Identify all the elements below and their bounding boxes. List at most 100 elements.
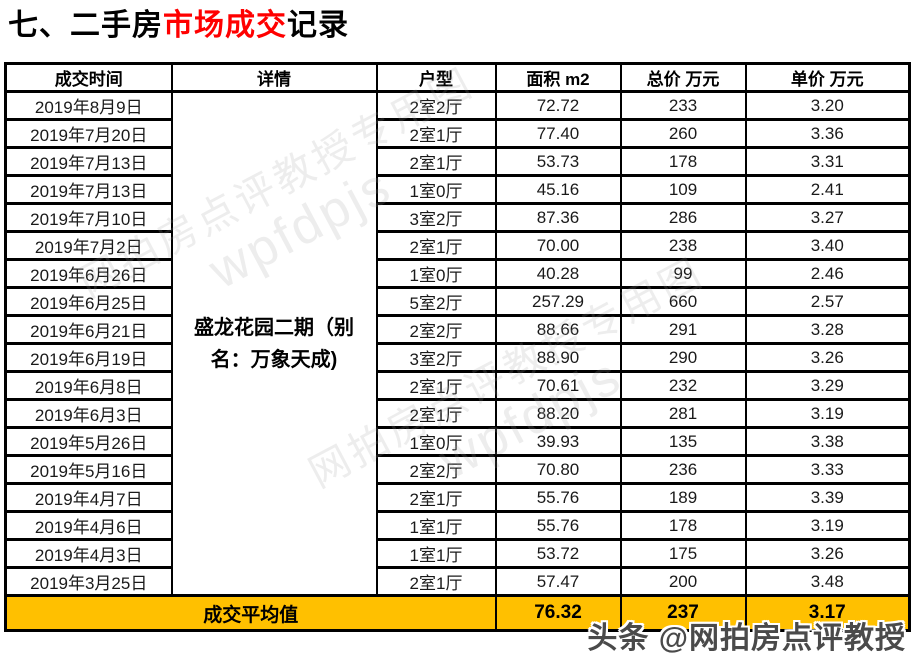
table-footer: 成交平均值 76.32 237 3.17 <box>4 594 911 632</box>
total-price-cell: 290 <box>619 342 747 373</box>
type-cell: 3室2厅 <box>375 342 497 373</box>
column-header: 单价 万元 <box>744 62 911 93</box>
type-cell: 2室1厅 <box>375 398 497 429</box>
area-cell: 55.76 <box>494 510 622 541</box>
table-row: 2019年6月26日 1室0厅 40.28 99 2.46 <box>4 258 911 289</box>
transactions-table: 成交时间 详情 户型 面积 m2 总价 万元 单价 万元 2019年8月9日 盛龙花园二期（… <box>4 62 911 632</box>
type-cell: 2室1厅 <box>375 118 497 149</box>
total-price-cell: 135 <box>619 426 747 457</box>
type-cell: 1室0厅 <box>375 426 497 457</box>
area-cell: 72.72 <box>494 90 622 121</box>
table-row: 2019年5月16日 2室2厅 70.80 236 3.33 <box>4 454 911 485</box>
column-header: 户型 <box>375 62 497 93</box>
area-cell: 88.20 <box>494 398 622 429</box>
date-cell: 2019年4月7日 <box>4 482 173 513</box>
date-cell: 2019年6月26日 <box>4 258 173 289</box>
date-cell: 2019年8月9日 <box>4 90 173 121</box>
area-cell: 70.61 <box>494 370 622 401</box>
table-row: 2019年3月25日 2室1厅 57.47 200 3.48 <box>4 566 911 597</box>
area-cell: 45.16 <box>494 174 622 205</box>
unit-price-cell: 2.57 <box>744 286 911 317</box>
table-header: 成交时间 详情 户型 面积 m2 总价 万元 单价 万元 <box>4 62 911 93</box>
date-cell: 2019年6月19日 <box>4 342 173 373</box>
table-row: 2019年5月26日 1室0厅 39.93 135 3.38 <box>4 426 911 457</box>
date-cell: 2019年7月10日 <box>4 202 173 233</box>
table-row: 2019年6月25日 5室2厅 257.29 660 2.57 <box>4 286 911 317</box>
date-cell: 2019年5月16日 <box>4 454 173 485</box>
unit-price-cell: 3.31 <box>744 146 911 177</box>
unit-price-cell: 3.19 <box>744 398 911 429</box>
area-cell: 40.28 <box>494 258 622 289</box>
date-cell: 2019年7月13日 <box>4 174 173 205</box>
table-row: 2019年4月3日 1室1厅 53.72 175 3.26 <box>4 538 911 569</box>
unit-price-cell: 3.39 <box>744 482 911 513</box>
column-header: 面积 m2 <box>494 62 622 93</box>
table-row: 2019年6月21日 2室2厅 88.66 291 3.28 <box>4 314 911 345</box>
unit-price-cell: 2.41 <box>744 174 911 205</box>
table-body: 2019年8月9日 盛龙花园二期（别名：万象天成) 2室2厅 72.72 233 3.20… <box>4 90 911 597</box>
page-title-highlight: 市场成交 <box>163 9 287 42</box>
unit-price-cell: 3.29 <box>744 370 911 401</box>
table-row: 2019年4月6日 1室1厅 55.76 178 3.19 <box>4 510 911 541</box>
unit-price-cell: 2.46 <box>744 258 911 289</box>
date-cell: 2019年7月2日 <box>4 230 173 261</box>
type-cell: 2室2厅 <box>375 454 497 485</box>
total-price-cell: 175 <box>619 538 747 569</box>
total-price-cell: 99 <box>619 258 747 289</box>
table-row: 2019年6月8日 2室1厅 70.61 232 3.29 <box>4 370 911 401</box>
date-cell: 2019年7月13日 <box>4 146 173 177</box>
area-cell: 70.00 <box>494 230 622 261</box>
area-cell: 70.80 <box>494 454 622 485</box>
area-cell: 55.76 <box>494 482 622 513</box>
type-cell: 2室2厅 <box>375 314 497 345</box>
total-price-cell: 281 <box>619 398 747 429</box>
total-price-cell: 109 <box>619 174 747 205</box>
table-row: 2019年6月3日 2室1厅 88.20 281 3.19 <box>4 398 911 429</box>
date-cell: 2019年6月21日 <box>4 314 173 345</box>
table-row: 2019年7月10日 3室2厅 87.36 286 3.27 <box>4 202 911 233</box>
total-price-cell: 200 <box>619 566 747 597</box>
unit-price-cell: 3.26 <box>744 342 911 373</box>
table-row: 2019年7月13日 1室0厅 45.16 109 2.41 <box>4 174 911 205</box>
area-cell: 53.73 <box>494 146 622 177</box>
date-cell: 2019年6月3日 <box>4 398 173 429</box>
total-price-cell: 286 <box>619 202 747 233</box>
type-cell: 2室2厅 <box>375 90 497 121</box>
date-cell: 2019年6月8日 <box>4 370 173 401</box>
total-price-cell: 236 <box>619 454 747 485</box>
area-cell: 87.36 <box>494 202 622 233</box>
column-header: 成交时间 <box>4 62 173 93</box>
total-price-cell: 233 <box>619 90 747 121</box>
total-price-cell: 189 <box>619 482 747 513</box>
page-title: 七、二手房市场成交记录 <box>8 8 912 44</box>
unit-price-cell: 3.27 <box>744 202 911 233</box>
total-price-cell: 660 <box>619 286 747 317</box>
average-label: 成交平均值 <box>4 594 497 632</box>
table-row: 2019年7月2日 2室1厅 70.00 238 3.40 <box>4 230 911 261</box>
table-row: 2019年6月19日 3室2厅 88.90 290 3.26 <box>4 342 911 373</box>
total-price-cell: 232 <box>619 370 747 401</box>
type-cell: 2室1厅 <box>375 566 497 597</box>
table-row: 2019年4月7日 2室1厅 55.76 189 3.39 <box>4 482 911 513</box>
area-cell: 39.93 <box>494 426 622 457</box>
date-cell: 2019年4月3日 <box>4 538 173 569</box>
type-cell: 1室1厅 <box>375 510 497 541</box>
date-cell: 2019年7月20日 <box>4 118 173 149</box>
area-cell: 257.29 <box>494 286 622 317</box>
type-cell: 2室1厅 <box>375 370 497 401</box>
date-cell: 2019年3月25日 <box>4 566 173 597</box>
average-unit: 3.17 <box>744 594 911 632</box>
area-cell: 88.90 <box>494 342 622 373</box>
page-title-suffix: 记录 <box>287 9 349 42</box>
detail-merged-cell: 盛龙花园二期（别名：万象天成) <box>170 90 378 597</box>
type-cell: 1室1厅 <box>375 538 497 569</box>
column-header: 详情 <box>170 62 378 93</box>
total-price-cell: 260 <box>619 118 747 149</box>
type-cell: 2室1厅 <box>375 230 497 261</box>
unit-price-cell: 3.19 <box>744 510 911 541</box>
average-row: 成交平均值 76.32 237 3.17 <box>4 594 911 632</box>
total-price-cell: 291 <box>619 314 747 345</box>
type-cell: 2室1厅 <box>375 482 497 513</box>
table-header-row: 成交时间 详情 户型 面积 m2 总价 万元 单价 万元 <box>4 62 911 93</box>
unit-price-cell: 3.38 <box>744 426 911 457</box>
